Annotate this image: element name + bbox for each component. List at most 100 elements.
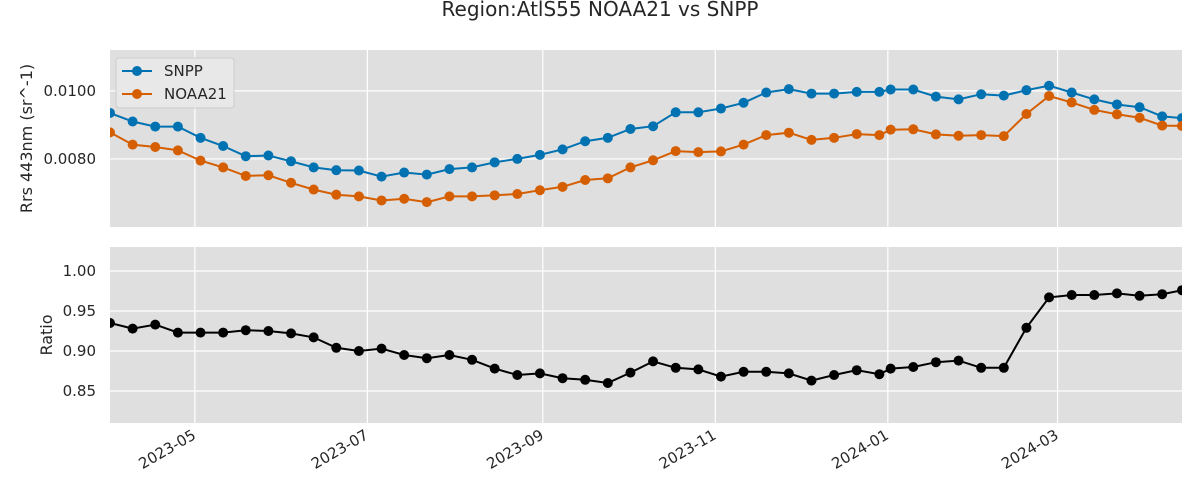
panel-1-data-point-snpp: [670, 107, 681, 118]
panel-1-data-point-noaa21: [331, 189, 342, 200]
panel-1-data-point-snpp: [1044, 80, 1055, 91]
panel-2-data-point-ratio: [829, 370, 840, 380]
panel-2-data-point-ratio: [976, 362, 987, 373]
panel-2-data-point-ratio: [444, 350, 455, 360]
panel-1-data-point-noaa21: [806, 134, 817, 145]
panel-2-y-tick-label: 0.85: [63, 382, 96, 400]
panel-1-data-point-noaa21: [625, 162, 636, 173]
panel-1-data-point-snpp: [512, 153, 523, 164]
panel-2-data-point-ratio: [557, 373, 568, 384]
panel-2-data-point-ratio: [602, 378, 613, 388]
panel-1-data-point-snpp: [648, 121, 659, 132]
panel-1-data-point-noaa21: [467, 191, 478, 202]
panel-1-data-point-noaa21: [286, 177, 297, 188]
panel-1-data-point-snpp: [1021, 85, 1032, 96]
panel-1-data-point-snpp: [240, 151, 251, 162]
panel-2-data-point-ratio: [1177, 285, 1182, 296]
x-tick-label: 2023-05: [136, 426, 199, 473]
panel-2-data-point-ratio: [421, 353, 432, 364]
panel-1-data-point-snpp: [715, 103, 726, 114]
panel-1-data-point-noaa21: [953, 130, 964, 141]
legend-marker-noaa21: [132, 89, 142, 99]
panel-1-data-point-snpp: [1089, 94, 1100, 105]
panel-2-data-point-ratio: [1044, 292, 1055, 303]
panel-1-data-point-noaa21: [1089, 104, 1100, 115]
panel-1-data-point-noaa21: [218, 162, 229, 173]
panel-1-data-point-snpp: [263, 150, 274, 161]
x-tick-label: 2024-03: [998, 426, 1061, 473]
panel-2-data-point-ratio: [263, 326, 274, 336]
panel-2-data-point-ratio: [512, 370, 523, 380]
panel-1-data-point-noaa21: [399, 193, 410, 204]
panel-1-data-point-noaa21: [1021, 108, 1032, 119]
panel-1-data-point-noaa21: [353, 191, 364, 202]
panel-1-data-point-snpp: [851, 86, 862, 97]
panel-2-data-point-ratio: [715, 371, 726, 382]
panel-1-data-point-snpp: [761, 87, 772, 98]
panel-1-data-point-noaa21: [444, 191, 455, 202]
panel-1-data-point-noaa21: [670, 146, 681, 157]
panel-2-data-point-ratio: [1157, 289, 1168, 300]
panel-1-data-point-snpp: [534, 149, 545, 160]
panel-1-y-tick-label: 0.0080: [44, 150, 97, 168]
panel-1-data-point-noaa21: [829, 132, 840, 143]
panel-1-data-point-noaa21: [195, 155, 206, 166]
legend-marker-snpp: [132, 66, 142, 76]
panel-1-data-point-snpp: [467, 162, 478, 173]
panel-2-data-point-ratio: [998, 362, 1009, 373]
panel-1-data-point-snpp: [1111, 99, 1122, 110]
panel-2-y-axis-label: Ratio: [37, 314, 56, 355]
panel-1-background: [110, 50, 1182, 227]
panel-1-data-point-noaa21: [421, 197, 432, 208]
panel-1-data-point-snpp: [738, 97, 749, 108]
panel-1-data-point-noaa21: [512, 188, 523, 199]
panel-1-y-tick-label: 0.0100: [44, 82, 97, 100]
panel-2-data-point-ratio: [534, 368, 545, 379]
panel-1-data-point-noaa21: [557, 181, 568, 192]
panel-1-data-point-noaa21: [376, 195, 387, 206]
chart-title: Region:AtlS55 NOAA21 vs SNPP: [442, 0, 759, 21]
panel-1-data-point-noaa21: [648, 155, 659, 166]
panel-1-data-point-snpp: [353, 165, 364, 176]
panel-2-data-point-ratio: [625, 367, 636, 378]
panel-1-data-point-noaa21: [930, 129, 941, 140]
panel-1-data-point-noaa21: [580, 175, 591, 186]
panel-1-data-point-noaa21: [1066, 97, 1077, 108]
panel-1-data-point-snpp: [127, 116, 138, 127]
panel-1-data-point-snpp: [580, 136, 591, 147]
panel-2-data-point-ratio: [1021, 322, 1032, 333]
panel-2-data-point-ratio: [953, 355, 964, 366]
panel-2-data-point-ratio: [738, 366, 749, 377]
panel-1-data-point-noaa21: [908, 124, 919, 135]
panel-2-data-point-ratio: [783, 368, 794, 379]
panel-1-data-point-snpp: [998, 90, 1009, 101]
panel-2-data-point-ratio: [693, 364, 704, 375]
panel-1-data-point-noaa21: [1177, 120, 1182, 131]
panel-1-data-point-noaa21: [693, 147, 704, 158]
panel-1-data-point-snpp: [308, 162, 319, 173]
panel-1-data-point-snpp: [195, 132, 206, 143]
panel-2-data-point-ratio: [308, 332, 319, 343]
panel-1-data-point-noaa21: [885, 124, 896, 135]
panel-2-data-point-ratio: [1066, 290, 1077, 300]
panel-1-data-point-noaa21: [783, 127, 794, 138]
x-tick-label: 2023-09: [483, 426, 546, 473]
panel-1-data-point-noaa21: [602, 173, 613, 184]
panel-1-data-point-snpp: [1177, 113, 1182, 124]
panel-1-data-point-snpp: [806, 88, 817, 99]
panel-1-data-point-noaa21: [761, 130, 772, 141]
legend-label-noaa21: NOAA21: [164, 85, 227, 103]
panel-1-data-point-noaa21: [308, 184, 319, 195]
x-tick-label: 2023-11: [656, 426, 719, 473]
panel-1-data-point-snpp: [885, 84, 896, 95]
panel-2-data-point-ratio: [331, 342, 342, 353]
panel-1-data-point-noaa21: [738, 139, 749, 150]
panel-2-data-point-ratio: [1111, 288, 1122, 299]
panel-2-data-point-ratio: [1089, 290, 1100, 300]
panel-1-data-point-snpp: [489, 157, 500, 168]
panel-2-data-point-ratio: [240, 325, 251, 336]
panel-2-data-point-ratio: [648, 356, 659, 367]
panel-2-data-point-ratio: [1134, 290, 1145, 301]
panel-1-data-point-noaa21: [1134, 112, 1145, 123]
panel-1-data-point-noaa21: [489, 190, 500, 201]
